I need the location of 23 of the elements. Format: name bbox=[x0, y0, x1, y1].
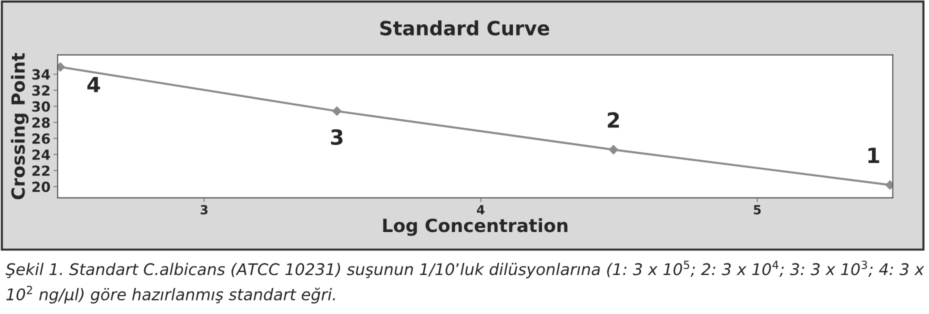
y-tick-label: 24 bbox=[32, 149, 50, 160]
y-tick-label: 30 bbox=[32, 101, 50, 112]
annotation: 4 bbox=[87, 76, 100, 92]
point bbox=[58, 62, 65, 72]
y-tick-label: 26 bbox=[32, 133, 50, 144]
annotation: 3 bbox=[331, 129, 342, 145]
x-tick-label: 5 bbox=[754, 205, 761, 214]
point bbox=[885, 180, 893, 190]
point bbox=[332, 106, 342, 116]
annotation: 1 bbox=[868, 148, 880, 163]
chart-title: Standard Curve bbox=[380, 20, 550, 36]
y-axis-title: Crossing Point bbox=[10, 52, 29, 200]
annotation: 2 bbox=[608, 112, 619, 128]
point bbox=[608, 145, 618, 154]
y-tick-label: 34 bbox=[32, 69, 50, 80]
x-tick-label: 4 bbox=[476, 205, 484, 214]
y-tick-label: 28 bbox=[32, 117, 50, 128]
x-tick-label: 3 bbox=[200, 204, 208, 214]
text: Şekil 1. Standart C.albicans (ATCC 10231) suşunun 1/10’luk dilüsyonlarına (1: 3 x 10$^{5}$; 2: 3 x 10$^{4}$; 3: 3 x 10$^{3}$; 4: 3 x 10$^{2}$ ng/µl) göre hazırlanmış standart eğri. bbox=[6, 260, 924, 304]
y-tick-label: 20 bbox=[32, 182, 50, 192]
x-axis-title: Log Concentration bbox=[383, 218, 568, 236]
y-tick-label: 22 bbox=[32, 166, 50, 176]
y-tick-label: 32 bbox=[32, 85, 50, 96]
